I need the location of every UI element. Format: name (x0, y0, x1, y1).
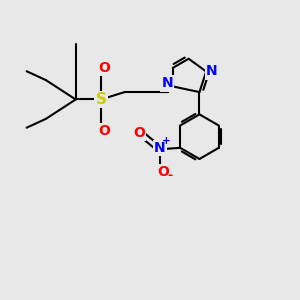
Text: O: O (98, 124, 110, 138)
Text: N: N (206, 64, 217, 79)
Text: S: S (95, 92, 106, 107)
Text: +: + (162, 136, 171, 146)
Text: O: O (98, 61, 110, 75)
Text: N: N (154, 141, 166, 155)
Text: O: O (157, 165, 169, 179)
Text: N: N (161, 76, 173, 90)
Text: -: - (167, 169, 172, 182)
Text: O: O (133, 126, 145, 140)
